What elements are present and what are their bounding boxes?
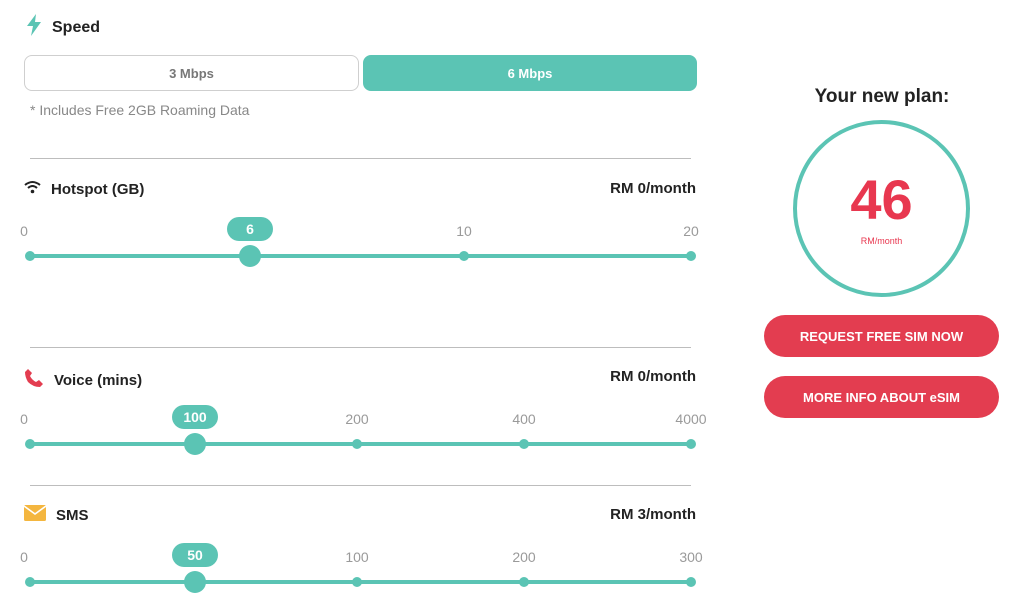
tick-label: 100 (345, 549, 369, 565)
tick-label: 4000 (675, 411, 707, 427)
hotspot-price: RM 0/month (610, 180, 696, 197)
hotspot-slider[interactable]: 0 10 20 6 (20, 215, 699, 275)
slider-thumb[interactable] (184, 571, 206, 593)
roaming-note: * Includes Free 2GB Roaming Data (30, 102, 250, 118)
voice-title: Voice (mins) (54, 371, 143, 389)
speed-option-3mbps[interactable]: 3 Mbps (24, 55, 359, 91)
tick-label: 10 (456, 223, 472, 239)
slider-value-bubble: 50 (172, 543, 218, 567)
slider-track[interactable] (30, 254, 691, 258)
tick-label: 400 (512, 411, 536, 427)
slider-stop (686, 251, 696, 261)
phone-icon (24, 368, 44, 392)
tick-label: 200 (345, 411, 369, 427)
voice-price: RM 0/month (610, 368, 696, 385)
sms-title: SMS (56, 506, 89, 524)
sms-slider[interactable]: 0 100 200 300 50 (20, 541, 703, 601)
plan-price-circle: 46 RM/month (793, 120, 970, 297)
slider-value-bubble: 6 (227, 217, 273, 241)
request-free-sim-button[interactable]: REQUEST FREE SIM NOW (764, 315, 999, 357)
slider-stop (352, 439, 362, 449)
envelope-icon (23, 505, 47, 525)
lightning-icon (26, 14, 42, 41)
hotspot-header: Hotspot (GB) (24, 180, 144, 198)
tick-label: 20 (683, 223, 699, 239)
slider-stop (519, 577, 529, 587)
voice-header: Voice (mins) (24, 368, 142, 392)
plan-unit: RM/month (860, 235, 903, 246)
divider (30, 347, 691, 348)
plan-amount: 46 (850, 167, 913, 231)
wifi-icon (24, 180, 41, 198)
sms-header: SMS (23, 505, 89, 525)
slider-thumb[interactable] (184, 433, 206, 455)
speed-title: Speed (52, 18, 101, 36)
plan-title: Your new plan: (814, 86, 950, 107)
esim-info-button[interactable]: MORE INFO ABOUT eSIM (764, 376, 999, 418)
slider-stop (25, 251, 35, 261)
speed-toggle: 3 Mbps 6 Mbps (24, 55, 697, 91)
sms-price: RM 3/month (610, 506, 696, 523)
speed-header: Speed (26, 14, 100, 41)
tick-label: 0 (20, 411, 28, 427)
slider-stop (352, 577, 362, 587)
tick-label: 200 (512, 549, 536, 565)
slider-stop (686, 439, 696, 449)
slider-stop (459, 251, 469, 261)
divider (30, 158, 691, 159)
slider-stop (686, 577, 696, 587)
slider-stop (25, 577, 35, 587)
slider-stop (25, 439, 35, 449)
slider-thumb[interactable] (239, 245, 261, 267)
voice-slider[interactable]: 0 200 400 4000 100 (20, 403, 707, 463)
tick-label: 0 (20, 549, 28, 565)
slider-value-bubble: 100 (172, 405, 218, 429)
speed-option-6mbps[interactable]: 6 Mbps (363, 55, 697, 91)
hotspot-title: Hotspot (GB) (51, 180, 145, 198)
tick-label: 0 (20, 223, 28, 239)
divider (30, 485, 691, 486)
tick-label: 300 (679, 549, 703, 565)
slider-stop (519, 439, 529, 449)
